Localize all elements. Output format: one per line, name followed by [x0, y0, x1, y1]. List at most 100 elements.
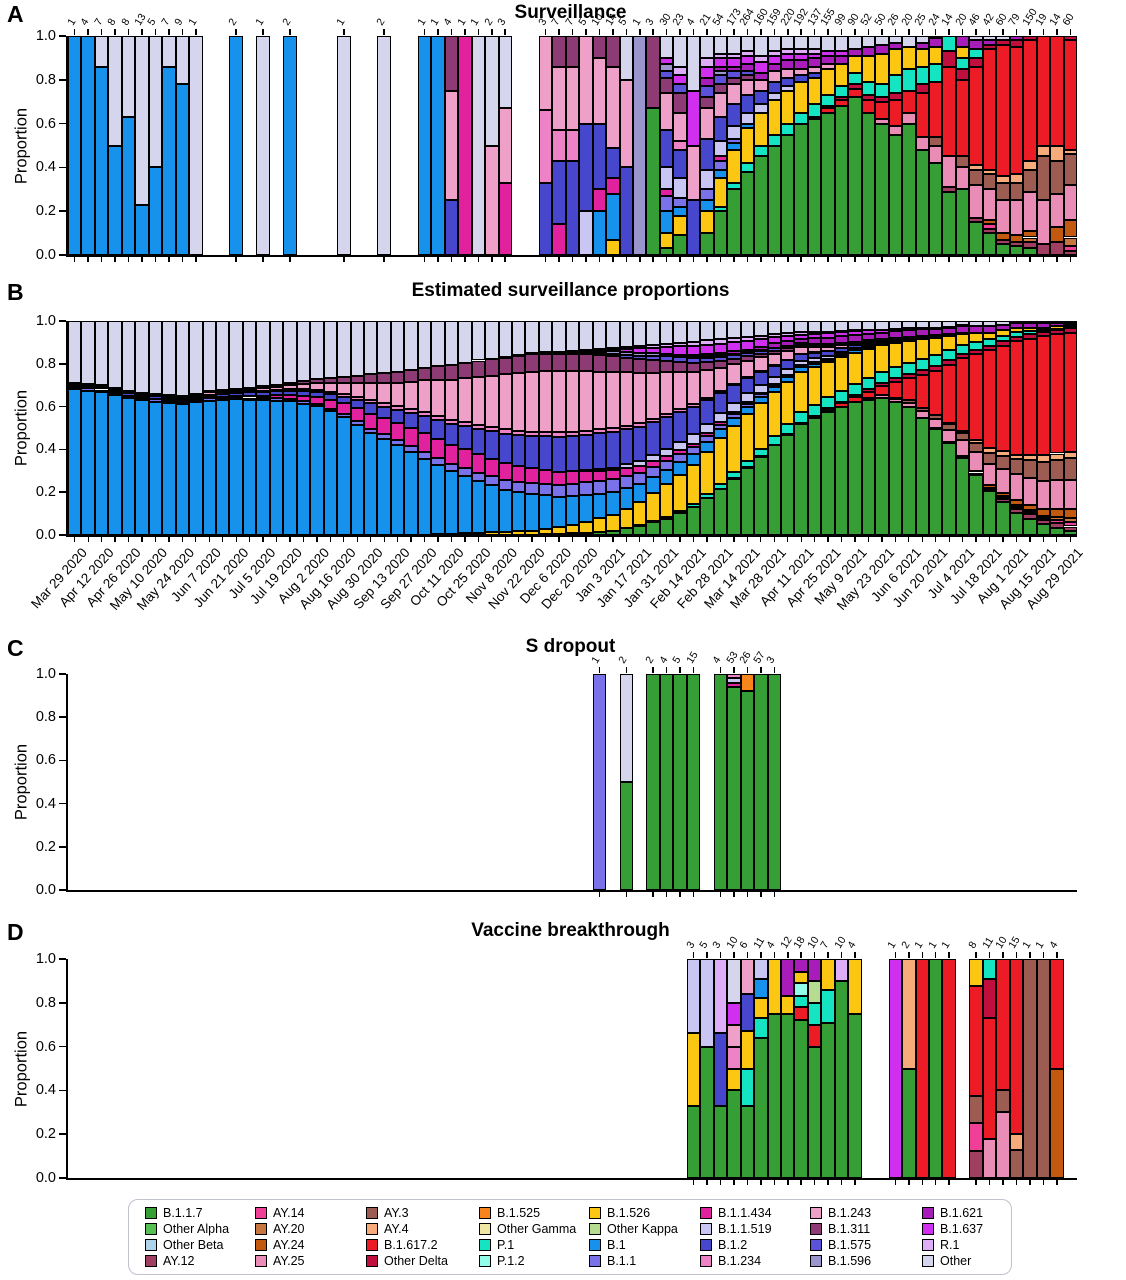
bar-top-tick — [1002, 29, 1004, 35]
bar-segment — [767, 350, 782, 354]
bar-segment — [982, 452, 997, 464]
legend-item: B.1 — [589, 1239, 678, 1252]
bar-segment — [431, 439, 445, 459]
bar-segment — [821, 55, 835, 65]
bar-segment — [727, 103, 741, 126]
bar-segment — [834, 64, 849, 87]
bar-top-tick — [1015, 29, 1018, 35]
bar-segment — [781, 959, 795, 997]
bar-segment — [592, 470, 607, 481]
bar-bottom-tick — [679, 892, 681, 897]
bar-segment — [727, 182, 741, 190]
bar-segment — [579, 211, 593, 255]
y-axis-tick — [59, 1089, 66, 1092]
bar-segment — [767, 134, 782, 146]
bar-segment — [296, 384, 311, 390]
bar-segment — [1050, 241, 1064, 255]
bar-segment — [767, 71, 782, 82]
legend-swatch — [810, 1239, 822, 1252]
bar-segment — [834, 51, 849, 56]
x-axis-tick — [248, 537, 251, 542]
bar-segment — [902, 373, 916, 379]
bar-segment — [969, 349, 983, 355]
bar-segment — [861, 112, 876, 255]
stacked-bar — [565, 36, 580, 255]
stacked-bar — [390, 321, 405, 535]
bar-segment — [821, 337, 835, 345]
bar-segment — [579, 321, 593, 350]
bar-segment — [754, 112, 768, 146]
bar-segment — [619, 321, 634, 348]
stacked-bar — [794, 959, 808, 1178]
bar-segment — [538, 182, 553, 255]
bar-segment — [1009, 36, 1024, 41]
bar-segment — [727, 412, 741, 415]
stacked-bar — [821, 959, 835, 1178]
bar-segment — [915, 959, 929, 1178]
bar-segment — [471, 532, 486, 535]
stacked-bar — [767, 674, 782, 890]
bar-segment — [794, 123, 808, 255]
legend-item: B.1.311 — [810, 1223, 871, 1236]
bar-segment — [1063, 451, 1077, 459]
bar-segment — [794, 68, 808, 76]
y-axis-tick — [59, 254, 66, 256]
bar-segment — [1050, 523, 1064, 528]
bar-segment — [915, 92, 929, 137]
stacked-bar — [417, 36, 432, 255]
legend-item: Other Alpha — [145, 1223, 229, 1236]
bar-segment — [713, 343, 728, 353]
bar-segment — [955, 46, 970, 58]
bar-segment — [929, 328, 943, 336]
x-axis-tick — [518, 537, 520, 542]
bar-segment — [982, 332, 997, 340]
bar-segment — [713, 117, 728, 142]
bar-segment — [94, 386, 109, 389]
bar-segment — [1023, 191, 1037, 231]
bar-segment — [646, 418, 660, 422]
legend-label: B.1.526 — [607, 1206, 651, 1220]
bar-segment — [1050, 226, 1064, 242]
bar-segment — [525, 468, 539, 484]
bar-segment — [565, 66, 580, 131]
bar-segment — [606, 178, 620, 194]
bar-segment — [875, 386, 889, 396]
bar-segment — [377, 403, 391, 407]
stacked-bar — [94, 36, 109, 255]
bar-segment — [955, 326, 970, 333]
bar-segment — [619, 372, 634, 426]
bar-segment — [337, 403, 351, 414]
bar-segment — [969, 986, 983, 1096]
bar-segment — [700, 340, 714, 346]
legend-swatch — [810, 1223, 822, 1236]
bar-top-tick — [1015, 952, 1018, 958]
bar-top-tick — [87, 29, 89, 35]
x-axis-tick — [289, 537, 291, 542]
bar-segment — [242, 387, 257, 390]
bar-segment — [929, 355, 943, 367]
bar-segment — [81, 388, 95, 391]
bar-segment — [1036, 336, 1051, 456]
legend-label: B.1.2 — [718, 1238, 748, 1252]
stacked-bar — [1023, 36, 1037, 255]
stacked-bar — [754, 674, 768, 890]
bar-segment — [511, 430, 526, 435]
bar-bottom-tick — [1056, 257, 1058, 262]
stacked-bar — [471, 321, 486, 535]
legend-swatch — [255, 1255, 267, 1268]
bar-segment — [740, 403, 755, 408]
bar-segment — [377, 321, 391, 374]
bar-segment — [1063, 184, 1077, 220]
bar-segment — [1063, 458, 1077, 480]
stacked-bar — [807, 959, 822, 1178]
bar-segment — [727, 342, 741, 352]
bar-segment — [955, 353, 970, 359]
bar-segment — [673, 36, 687, 67]
bar-top-tick — [854, 952, 856, 958]
bar-top-tick — [773, 952, 776, 958]
stacked-bar — [740, 959, 755, 1178]
y-axis-tick — [59, 673, 66, 675]
bar-segment — [821, 68, 835, 96]
bar-segment — [659, 195, 674, 212]
